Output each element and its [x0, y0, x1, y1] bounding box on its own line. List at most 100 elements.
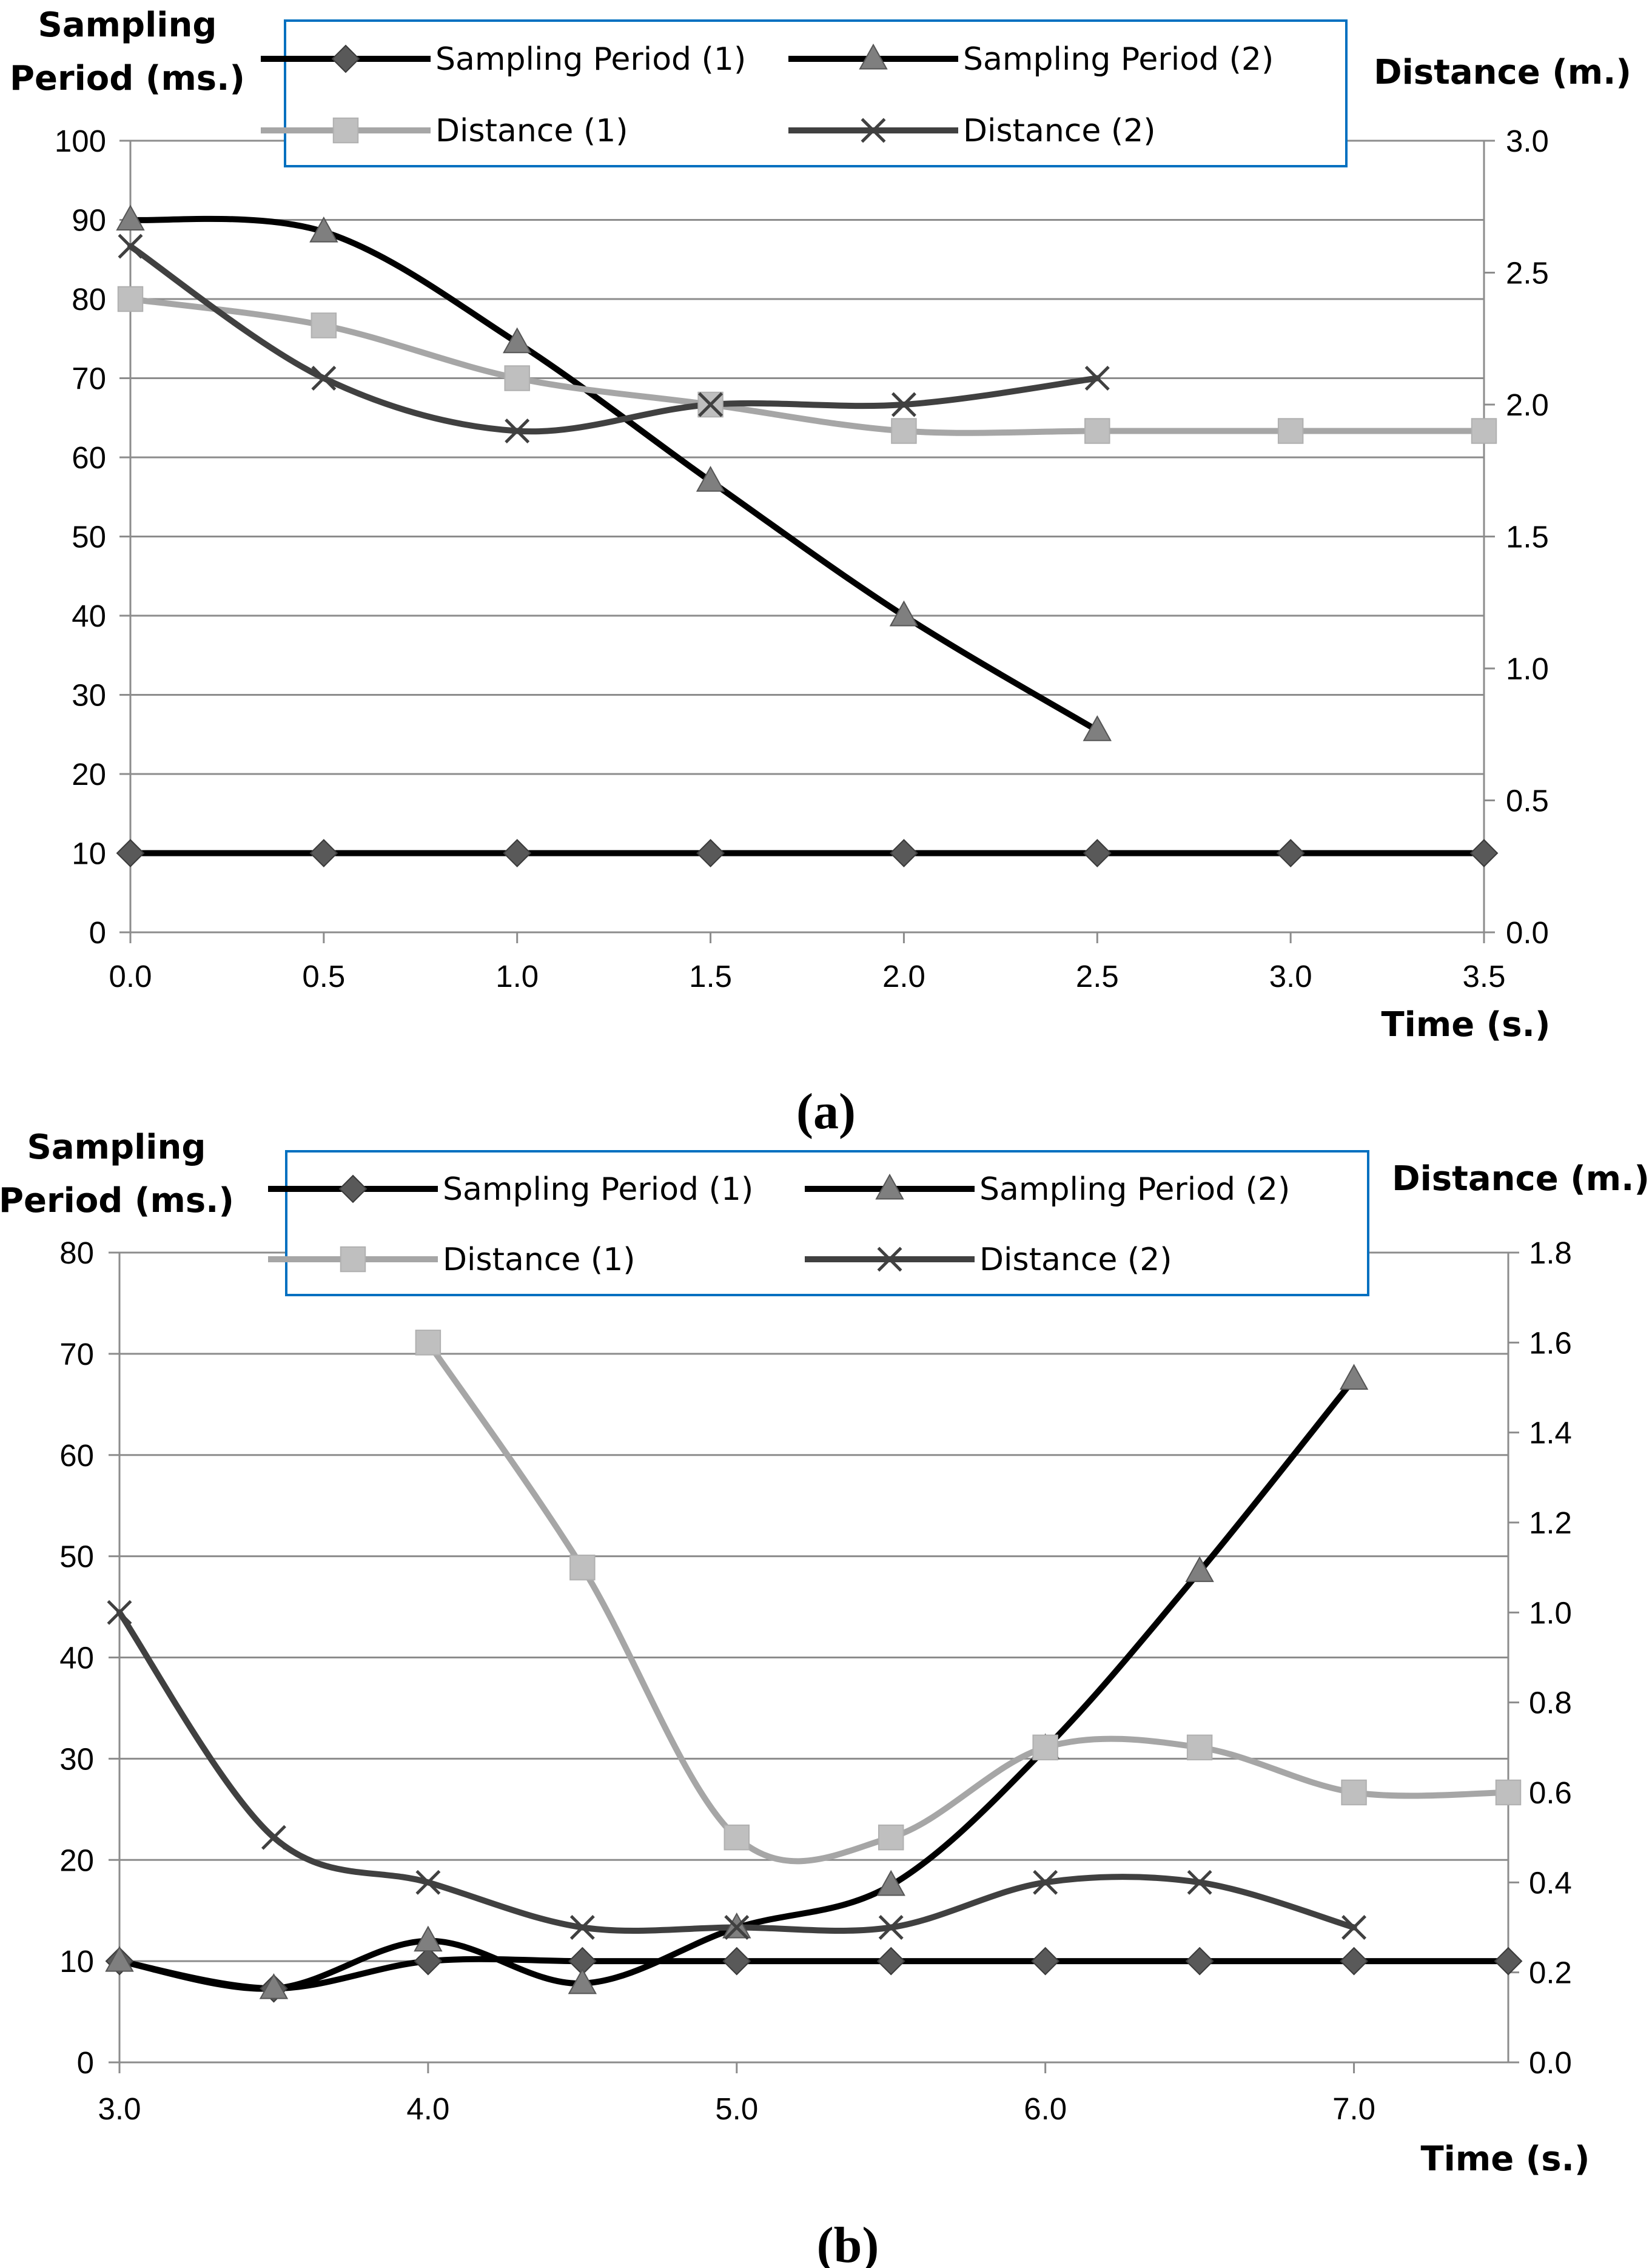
- data-point: [890, 839, 918, 867]
- legend-marker: [340, 1246, 366, 1273]
- data-point: [569, 1554, 596, 1581]
- data-point: [415, 1330, 442, 1356]
- data-point: [891, 418, 917, 444]
- data-point: [259, 1973, 289, 1999]
- series-line: [116, 1609, 1357, 1934]
- legend-label: Distance (2): [979, 1242, 1172, 1278]
- data-point: [722, 1947, 751, 1976]
- data-point: [1185, 1947, 1214, 1976]
- y2-tick-label: 0.6: [1529, 1775, 1572, 1810]
- data-point: [889, 600, 919, 627]
- data-point: [116, 839, 145, 867]
- data-point: [724, 1824, 750, 1851]
- x-tick-label: 3.0: [98, 2091, 141, 2126]
- series-line: [116, 1376, 1357, 1992]
- data-point: [1032, 1734, 1058, 1761]
- data-point: [1031, 1947, 1060, 1976]
- legend-label: Distance (1): [435, 113, 628, 149]
- y-tick-label: 80: [72, 282, 106, 317]
- data-point: [878, 1915, 904, 1940]
- data-point: [504, 365, 530, 391]
- data-point: [107, 1600, 132, 1625]
- data-point: [414, 1925, 443, 1952]
- data-point: [1084, 418, 1110, 444]
- data-point: [117, 286, 144, 312]
- y2-tick-label: 0.0: [1529, 2045, 1572, 2080]
- legend-marker: [875, 1173, 904, 1200]
- data-point: [1187, 1869, 1212, 1895]
- data-point: [311, 366, 337, 391]
- y2-tick-label: 3.0: [1506, 124, 1549, 158]
- data-point: [1186, 1734, 1213, 1761]
- panel-label: (b): [817, 2217, 879, 2268]
- y-tick-label: 90: [72, 203, 106, 238]
- y-tick-label: 10: [59, 1944, 94, 1979]
- y2-tick-label: 1.8: [1529, 1236, 1572, 1270]
- data-point: [696, 465, 725, 492]
- data-point: [1084, 366, 1110, 391]
- y-tick-label: 60: [59, 1438, 94, 1473]
- data-point: [1185, 1556, 1214, 1583]
- x-tick-label: 2.5: [1076, 959, 1119, 994]
- legend-label: Distance (1): [443, 1242, 636, 1278]
- data-point: [309, 839, 338, 867]
- x-tick-label: 6.0: [1024, 2091, 1067, 2126]
- data-point: [1339, 1364, 1369, 1390]
- x-axis-title: Time (s.): [1381, 1005, 1550, 1045]
- y-tick-label: 50: [59, 1539, 94, 1574]
- y-tick-label: 0: [77, 2045, 94, 2080]
- legend-marker: [877, 1247, 902, 1272]
- data-point: [696, 839, 725, 867]
- data-point: [415, 1869, 441, 1895]
- legend-label: Sampling Period (1): [435, 41, 746, 78]
- y2-tick-label: 1.2: [1529, 1506, 1572, 1540]
- data-point: [698, 392, 724, 417]
- y-tick-label: 70: [72, 362, 106, 396]
- y-tick-label: 50: [72, 520, 106, 554]
- y2-tick-label: 1.0: [1529, 1595, 1572, 1630]
- y2-tick-label: 1.5: [1506, 520, 1549, 554]
- data-point: [569, 1915, 595, 1940]
- y-tick-label: 40: [59, 1641, 94, 1675]
- y-tick-label: 60: [72, 440, 106, 475]
- data-point: [1340, 1947, 1368, 1976]
- y2-tick-label: 0.5: [1506, 784, 1549, 818]
- legend-marker: [332, 117, 359, 144]
- legend-marker: [338, 1174, 368, 1203]
- y-tick-label: 80: [59, 1236, 94, 1270]
- data-point: [118, 234, 143, 259]
- x-axis-title: Time (s.): [1420, 2139, 1590, 2179]
- x-tick-label: 3.5: [1463, 959, 1506, 994]
- y2-tick-label: 1.0: [1506, 651, 1549, 686]
- data-point: [414, 1947, 443, 1976]
- y2-axis-title: Distance (m.): [1392, 1159, 1650, 1199]
- legend-box: [285, 1150, 1369, 1296]
- y2-tick-label: 0.8: [1529, 1686, 1572, 1720]
- y2-tick-label: 0.2: [1529, 1956, 1572, 1990]
- y2-tick-label: 0.0: [1506, 915, 1549, 950]
- x-tick-label: 7.0: [1332, 2091, 1375, 2126]
- data-point: [878, 1824, 904, 1851]
- data-point: [503, 327, 532, 354]
- legend-label: Sampling Period (2): [963, 41, 1274, 78]
- data-point: [116, 204, 145, 231]
- x-tick-label: 0.0: [109, 959, 152, 994]
- data-point: [105, 1945, 134, 1972]
- data-point: [1276, 839, 1305, 867]
- y-axis-title: Period (ms.): [0, 1181, 234, 1220]
- series-line: [127, 215, 1101, 734]
- data-point: [1494, 1947, 1523, 1976]
- chart-panel-a: 0 10 20 30 40 50 60 70 80 90 100 0.0 0.5 1.0 1.5 2.0 2.5…: [10, 5, 1631, 1140]
- data-point: [1083, 839, 1112, 867]
- y-tick-label: 0: [89, 915, 106, 950]
- data-point: [568, 1968, 597, 1994]
- y-tick-label: 30: [59, 1741, 94, 1776]
- data-point: [1277, 418, 1304, 444]
- data-point: [261, 1825, 286, 1850]
- legend-marker: [859, 43, 888, 70]
- data-point: [505, 419, 530, 443]
- series-line: [116, 1956, 1511, 1992]
- series-line: [127, 296, 1487, 436]
- y-tick-label: 10: [72, 836, 106, 871]
